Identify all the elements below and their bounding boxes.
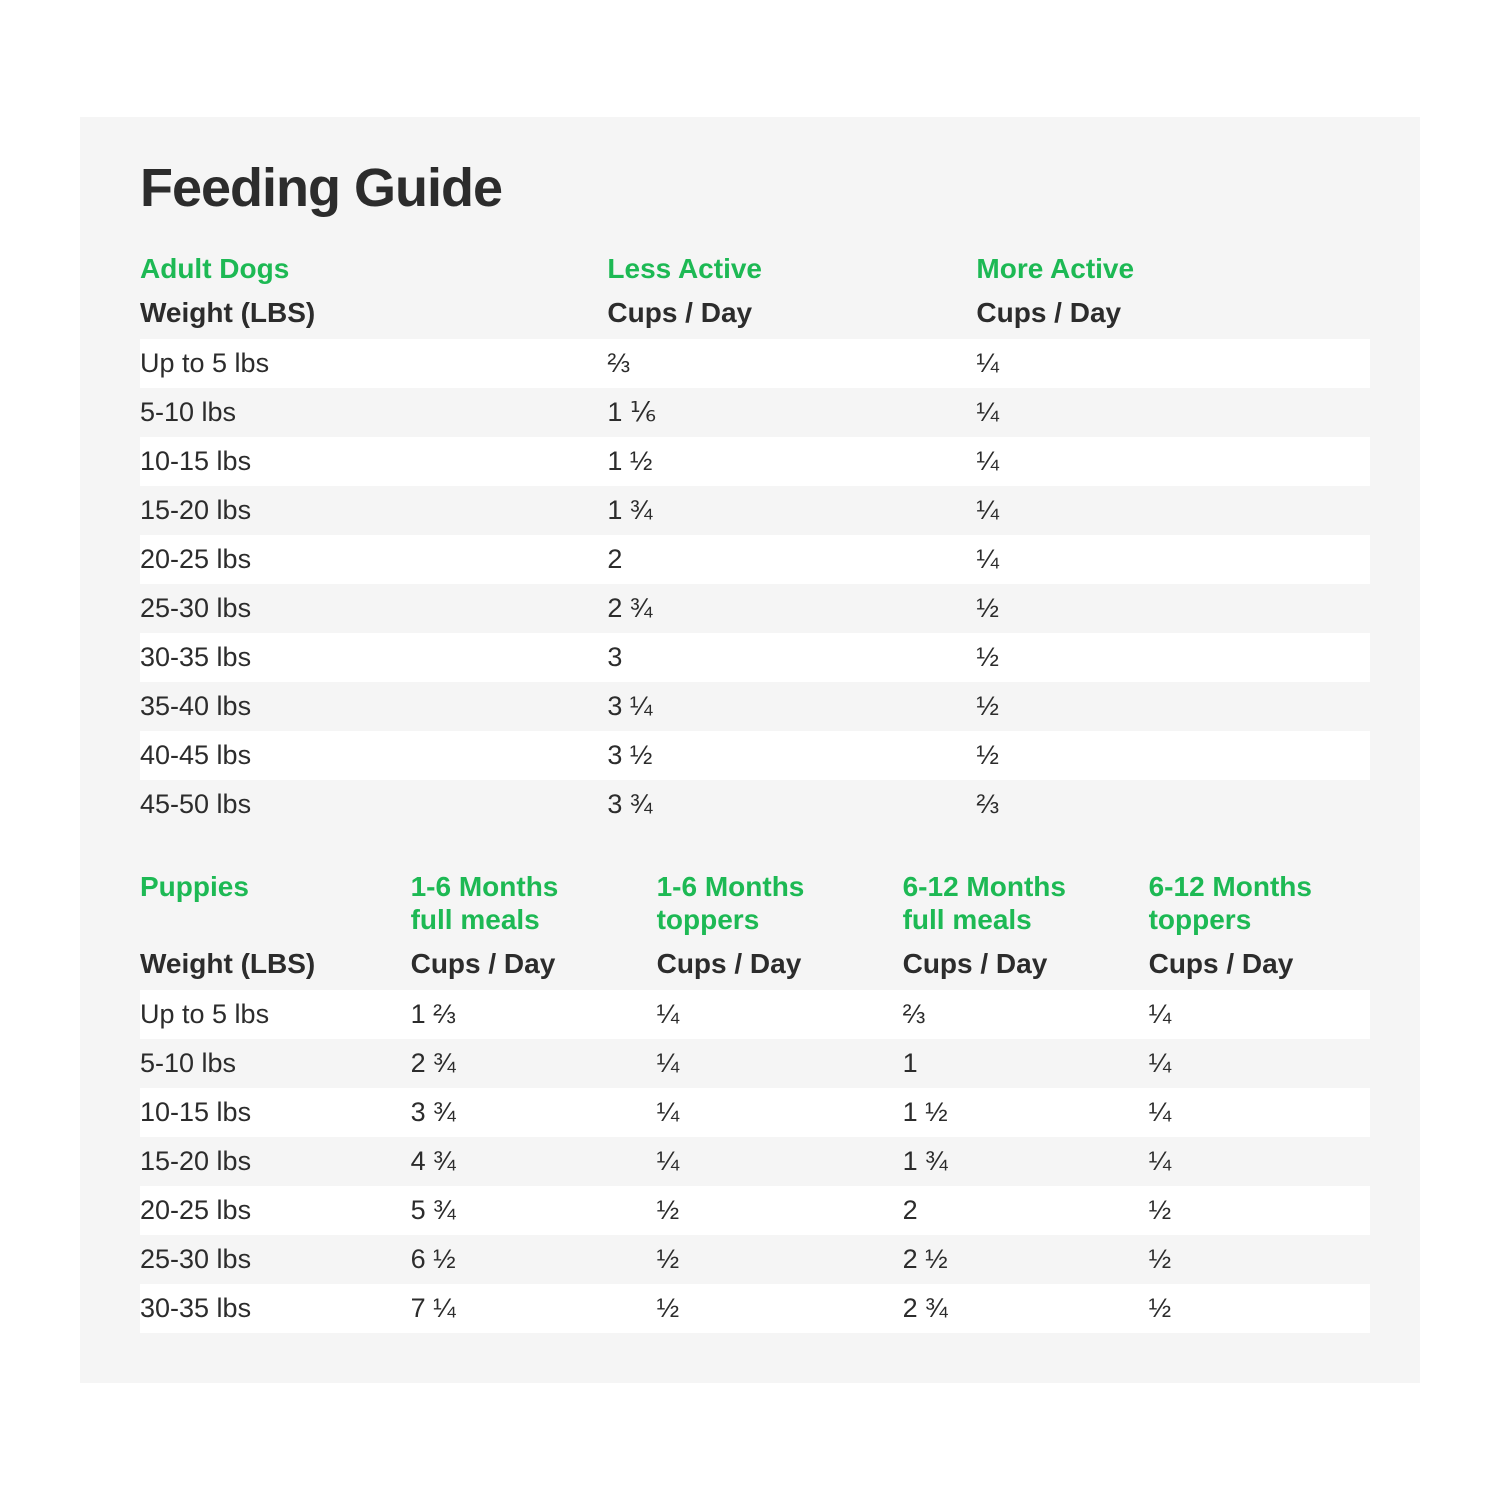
table-row: 15-20 lbs1 ¾¼ [140, 486, 1370, 535]
table-row: 20-25 lbs5 ¾½2½ [140, 1186, 1370, 1235]
puppy-col-6-12-toppers: 6-12 Months toppers [1149, 865, 1370, 941]
adult-col-less-active: Less Active [607, 247, 976, 291]
puppy-col-label: Puppies [140, 865, 411, 941]
puppy-col-cups-1: Cups / Day [411, 942, 657, 990]
puppy-col-1-6-toppers: 1-6 Months toppers [657, 865, 903, 941]
table-row: 20-25 lbs2¼ [140, 535, 1370, 584]
table-row: Up to 5 lbs⅔¼ [140, 339, 1370, 388]
page-title: Feeding Guide [140, 157, 1370, 219]
table-row: 15-20 lbs4 ¾¼1 ¾¼ [140, 1137, 1370, 1186]
puppy-col-6-12-full: 6-12 Months full meals [903, 865, 1149, 941]
adult-col-cups-1: Cups / Day [607, 291, 976, 339]
table-row: 5-10 lbs1 ⅙¼ [140, 388, 1370, 437]
adult-header-green: Adult Dogs Less Active More Active [140, 247, 1370, 291]
table-row: 45-50 lbs3 ¾⅔ [140, 780, 1370, 829]
table-row: Up to 5 lbs1 ⅔¼⅔¼ [140, 990, 1370, 1039]
feeding-guide-card: Feeding Guide Adult Dogs Less Active Mor… [80, 117, 1420, 1383]
puppy-col-cups-2: Cups / Day [657, 942, 903, 990]
table-row: 25-30 lbs6 ½½2 ½½ [140, 1235, 1370, 1284]
table-row: 10-15 lbs1 ½¼ [140, 437, 1370, 486]
adult-col-weight: Weight (LBS) [140, 291, 607, 339]
adult-header-black: Weight (LBS) Cups / Day Cups / Day [140, 291, 1370, 339]
adult-rows: Up to 5 lbs⅔¼ 5-10 lbs1 ⅙¼ 10-15 lbs1 ½¼… [140, 339, 1370, 829]
adult-col-more-active: More Active [976, 247, 1370, 291]
adult-dogs-table: Adult Dogs Less Active More Active Weigh… [140, 247, 1370, 829]
puppy-col-1-6-full: 1-6 Months full meals [411, 865, 657, 941]
puppy-header-green: Puppies 1-6 Months full meals 1-6 Months… [140, 865, 1370, 941]
table-row: 40-45 lbs3 ½½ [140, 731, 1370, 780]
puppy-rows: Up to 5 lbs1 ⅔¼⅔¼ 5-10 lbs2 ¾¼1¼ 10-15 l… [140, 990, 1370, 1333]
puppy-col-weight: Weight (LBS) [140, 942, 411, 990]
adult-col-label: Adult Dogs [140, 247, 607, 291]
puppies-table: Puppies 1-6 Months full meals 1-6 Months… [140, 865, 1370, 1332]
puppy-header-black: Weight (LBS) Cups / Day Cups / Day Cups … [140, 942, 1370, 990]
table-row: 30-35 lbs3½ [140, 633, 1370, 682]
puppy-col-cups-3: Cups / Day [903, 942, 1149, 990]
table-row: 30-35 lbs7 ¼½2 ¾½ [140, 1284, 1370, 1333]
adult-col-cups-2: Cups / Day [976, 291, 1370, 339]
table-row: 5-10 lbs2 ¾¼1¼ [140, 1039, 1370, 1088]
table-row: 10-15 lbs3 ¾¼1 ½¼ [140, 1088, 1370, 1137]
table-row: 35-40 lbs3 ¼½ [140, 682, 1370, 731]
table-row: 25-30 lbs2 ¾½ [140, 584, 1370, 633]
puppy-col-cups-4: Cups / Day [1149, 942, 1370, 990]
